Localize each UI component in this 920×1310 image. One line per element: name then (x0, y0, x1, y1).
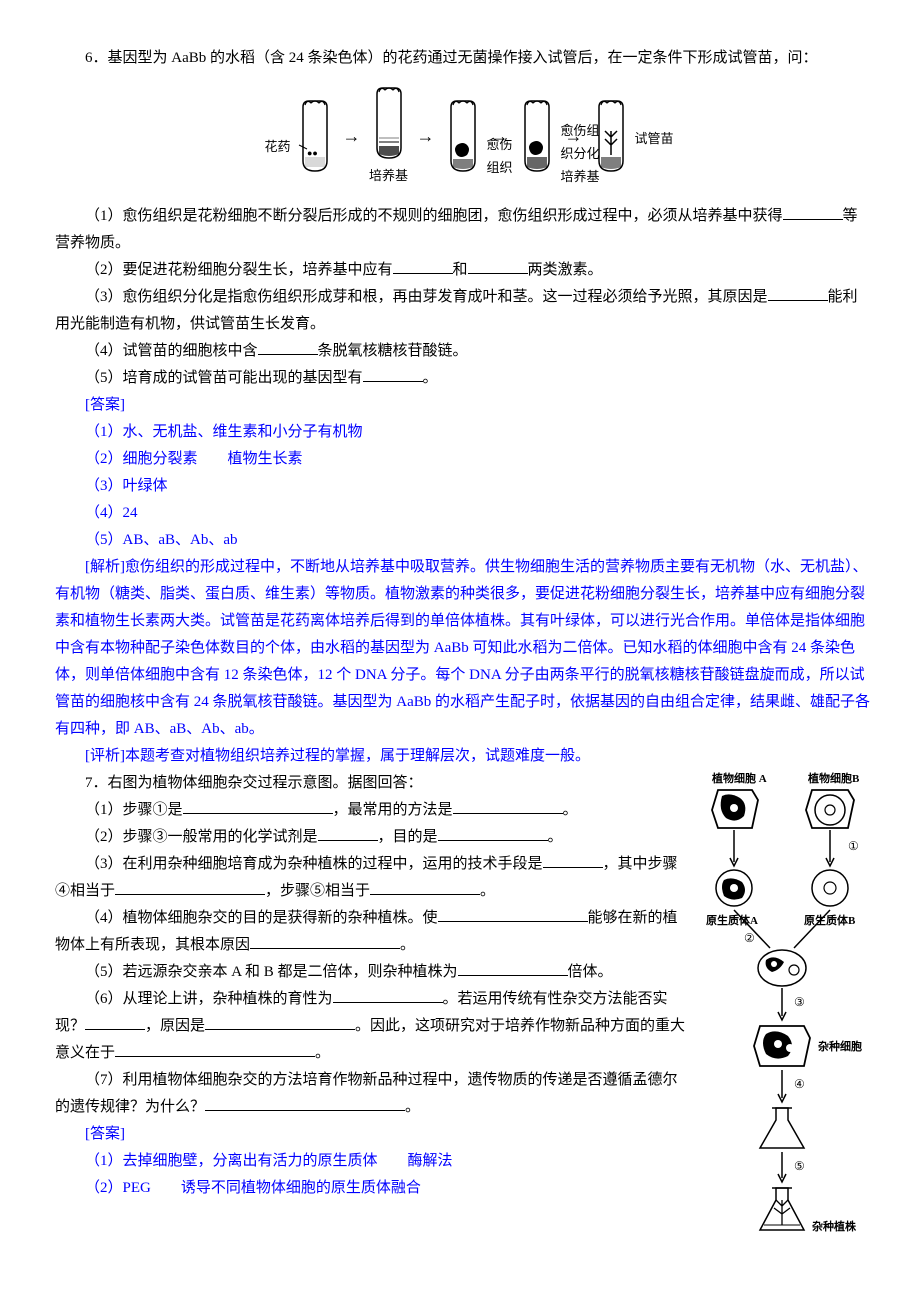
tube5-right-label: 试管苗 (635, 127, 674, 150)
arrow-icon: → (417, 120, 435, 152)
tube-1: 花药 ●● (291, 97, 339, 175)
tube-3: 愈伤组织 (439, 97, 487, 175)
blank (438, 907, 588, 922)
q6-sub2b: 和 (453, 262, 468, 278)
blank (783, 205, 843, 220)
q7-sub5b: 倍体。 (568, 964, 613, 980)
svg-text:●●: ●● (307, 148, 318, 158)
q7-sub4c: 。 (400, 937, 415, 953)
svg-text:②: ② (744, 931, 755, 945)
q6-sub4: （4）试管苗的细胞核中含 条脱氧核糖核苷酸链。 (55, 338, 870, 365)
q6-sub3: （3）愈伤组织分化是指愈伤组织形成芽和根，再由芽发育成叶和茎。这一过程必须给予光… (55, 284, 870, 338)
q6-sub1: （1）愈伤组织是花粉细胞不断分裂后形成的不规则的细胞团，愈伤组织形成过程中，必须… (55, 203, 870, 257)
q7-diagram: 植物细胞 A 植物细胞B ① 原生质体A 原生质体B (700, 770, 870, 1270)
svg-text:植物细胞 A: 植物细胞 A (711, 771, 767, 785)
q6-sub3a: （3）愈伤组织分化是指愈伤组织形成芽和根，再由芽发育成叶和茎。这一过程必须给予光… (85, 289, 768, 305)
q6-ans4: （4）24 (55, 500, 870, 527)
q6-sub4b: 条脱氧核糖核苷酸链。 (318, 343, 468, 359)
blank (458, 961, 568, 976)
blank (438, 826, 548, 841)
q6-diagram: 花药 ●● → 培养基 → (55, 84, 870, 187)
q7-sub7b: 。 (405, 1099, 420, 1115)
q7-sub1a: （1）步骤①是 (85, 802, 183, 818)
eval-label: [评析] (85, 748, 125, 764)
svg-text:杂种植株: 杂种植株 (812, 1219, 857, 1233)
q6-stem: 6．基因型为 AaBb 的水稻（含 24 条染色体）的花药通过无菌操作接入试管后… (55, 45, 870, 72)
analysis-label: [解析] (85, 559, 125, 575)
blank (115, 880, 265, 895)
q7-sub2b: ，目的是 (378, 829, 438, 845)
q7-sub6e: 。 (315, 1045, 330, 1061)
q7-sub5a: （5）若远源杂交亲本 A 和 B 都是二倍体，则杂种植株为 (85, 964, 458, 980)
blank (85, 1015, 145, 1030)
blank (250, 934, 400, 949)
q6-sub1a: （1）愈伤组织是花粉细胞不断分裂后形成的不规则的细胞团，愈伤组织形成过程中，必须… (85, 208, 783, 224)
svg-text:植物细胞B: 植物细胞B (807, 771, 860, 785)
svg-text:原生质体A: 原生质体A (706, 913, 758, 927)
q7-sub1c: 。 (563, 802, 578, 818)
q6-ans2: （2）细胞分裂素 植物生长素 (55, 446, 870, 473)
svg-text:原生质体B: 原生质体B (804, 913, 856, 927)
blank (393, 259, 453, 274)
tube-2: 培养基 (365, 84, 413, 187)
q6-sub5: （5）培育成的试管苗可能出现的基因型有 。 (55, 365, 870, 392)
blank (468, 259, 528, 274)
q7-sub4a: （4）植物体细胞杂交的目的是获得新的杂种植株。使 (85, 910, 438, 926)
q7-sub3c: ，步骤⑤相当于 (265, 883, 370, 899)
blank (205, 1096, 405, 1111)
q6-ans5: （5）AB、aB、Ab、ab (55, 527, 870, 554)
blank (543, 853, 603, 868)
blank (115, 1042, 315, 1057)
arrow-icon: → (343, 120, 361, 152)
svg-text:杂种细胞: 杂种细胞 (818, 1039, 862, 1053)
blank (363, 367, 423, 382)
analysis-text: 愈伤组织的形成过程中，不断地从培养基中吸取营养。供生物细胞生活的营养物质主要有无… (55, 559, 870, 737)
q7-sub6c: ，原因是 (145, 1018, 205, 1034)
q7-sub6a: （6）从理论上讲，杂种植株的育性为 (85, 991, 333, 1007)
q6-eval: [评析]本题考查对植物组织培养过程的掌握，属于理解层次，试题难度一般。 (55, 743, 870, 770)
blank (453, 799, 563, 814)
q6-analysis: [解析]愈伤组织的形成过程中，不断地从培养基中吸取营养。供生物细胞生活的营养物质… (55, 554, 870, 743)
tube-5: 试管苗 (587, 97, 635, 175)
q7-sub3a: （3）在利用杂种细胞培育成为杂种植株的过程中，运用的技术手段是 (85, 856, 543, 872)
svg-text:③: ③ (794, 995, 805, 1009)
svg-text:①: ① (848, 839, 859, 853)
q6-ans1: （1）水、无机盐、维生素和小分子有机物 (55, 419, 870, 446)
blank (370, 880, 480, 895)
blank (318, 826, 378, 841)
q7-sub2c: 。 (548, 829, 563, 845)
svg-text:④: ④ (794, 1077, 805, 1091)
q7-sub2a: （2）步骤③一般常用的化学试剂是 (85, 829, 318, 845)
blank (183, 799, 333, 814)
blank (205, 1015, 355, 1030)
tube2-bottom-label: 培养基 (369, 164, 408, 187)
svg-text:⑤: ⑤ (794, 1159, 805, 1173)
tube3-right-label: 愈伤组织 (487, 133, 513, 180)
q6-sub2c: 两类激素。 (528, 262, 603, 278)
blank (768, 286, 828, 301)
q6-sub2: （2）要促进花粉细胞分裂生长，培养基中应有 和 两类激素。 (55, 257, 870, 284)
tube-4: 愈伤组织分化培养基 (513, 97, 561, 175)
q6-ans3: （3）叶绿体 (55, 473, 870, 500)
blank (258, 340, 318, 355)
answer-label: [答案] (55, 392, 870, 419)
q6-sub4a: （4）试管苗的细胞核中含 (85, 343, 258, 359)
q7-sub3d: 。 (480, 883, 495, 899)
q6-sub5a: （5）培育成的试管苗可能出现的基因型有 (85, 370, 363, 386)
tube1-left-label: 花药 (264, 135, 290, 158)
q6-sub2a: （2）要促进花粉细胞分裂生长，培养基中应有 (85, 262, 393, 278)
q6-sub5b: 。 (423, 370, 438, 386)
q7-sub1b: ，最常用的方法是 (333, 802, 453, 818)
eval-text: 本题考查对植物组织培养过程的掌握，属于理解层次，试题难度一般。 (125, 748, 590, 764)
blank (333, 988, 443, 1003)
